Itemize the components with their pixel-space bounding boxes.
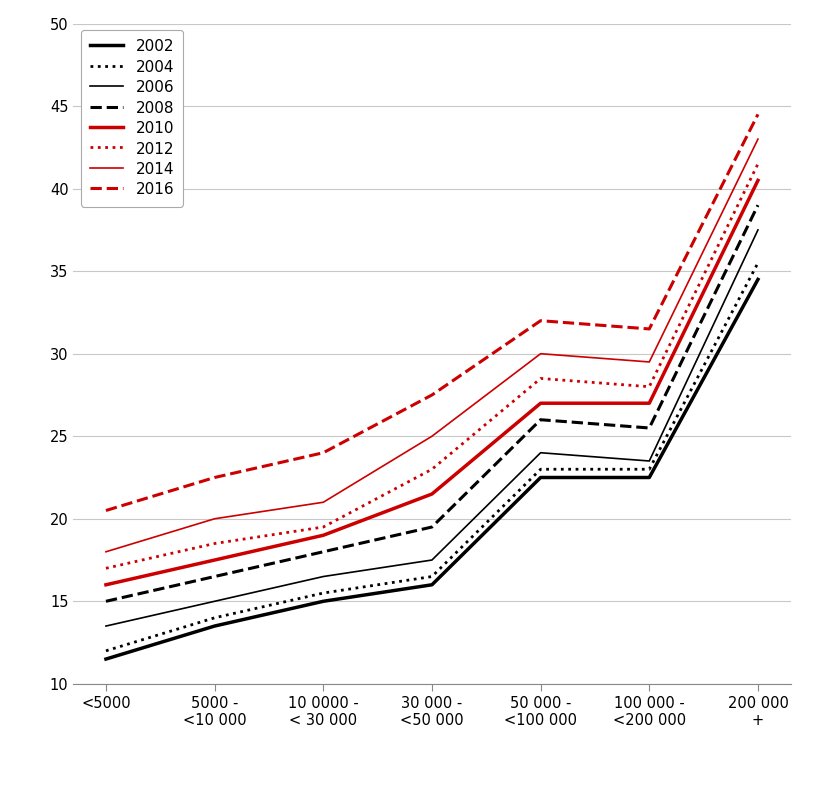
Legend: 2002, 2004, 2006, 2008, 2010, 2012, 2014, 2016: 2002, 2004, 2006, 2008, 2010, 2012, 2014… bbox=[81, 30, 183, 207]
